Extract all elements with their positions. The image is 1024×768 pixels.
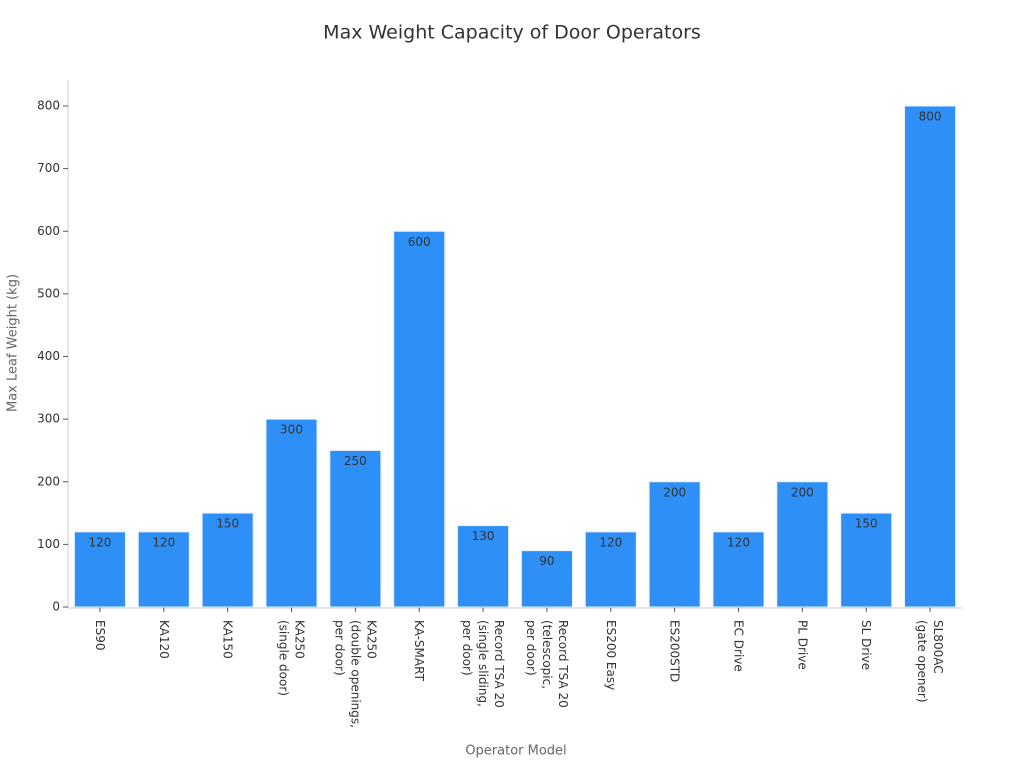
data-label: 130 xyxy=(472,529,495,543)
x-tick-label: Record TSA 20 (telescopic, per door) xyxy=(523,620,570,708)
data-label: 200 xyxy=(791,485,814,499)
x-tick-label: ES90 xyxy=(92,620,107,651)
x-tick-label: SL Drive xyxy=(859,620,874,671)
data-label: 120 xyxy=(727,535,750,549)
x-tick-label: KA150 xyxy=(220,620,235,659)
y-tick-label: 600 xyxy=(37,224,60,238)
data-label: 120 xyxy=(599,535,622,549)
bar xyxy=(520,550,573,608)
y-tick-label: 800 xyxy=(37,99,60,113)
x-tick-label: KA250 (single door) xyxy=(276,620,307,696)
y-tick-label: 400 xyxy=(37,349,60,363)
y-tick-label: 700 xyxy=(37,161,60,175)
data-label: 150 xyxy=(216,517,239,531)
data-label: 120 xyxy=(88,535,111,549)
y-tick-label: 0 xyxy=(52,600,60,614)
y-tick-label: 300 xyxy=(37,412,60,426)
data-label: 300 xyxy=(280,423,303,437)
data-label: 600 xyxy=(408,235,431,249)
bar xyxy=(712,531,765,608)
data-label: 90 xyxy=(539,554,554,568)
y-tick-label: 200 xyxy=(37,474,60,488)
bar xyxy=(648,481,701,608)
x-axis-title: Operator Model xyxy=(465,744,566,759)
data-label: 200 xyxy=(663,485,686,499)
data-label: 120 xyxy=(152,535,175,549)
y-tick-label: 500 xyxy=(37,286,60,300)
y-tick-label: 100 xyxy=(37,537,60,551)
bar xyxy=(393,230,446,608)
data-label: 150 xyxy=(855,517,878,531)
x-tick-label: KA-SMART xyxy=(412,620,427,681)
bar xyxy=(137,531,190,608)
y-axis-title: Max Leaf Weight (kg) xyxy=(6,274,21,412)
bar xyxy=(457,525,510,608)
bar xyxy=(776,481,829,608)
x-tick-label: EC Drive xyxy=(731,620,746,672)
data-label: 250 xyxy=(344,454,367,468)
bar xyxy=(73,531,126,608)
x-tick-label: SL800AC (gate opener) xyxy=(915,620,946,703)
x-tick-label: ES200STD xyxy=(667,620,682,683)
x-tick-label: KA250 (double openings, per door) xyxy=(332,620,379,728)
x-tick-label: ES200 Easy xyxy=(603,620,618,691)
x-tick-label: Record TSA 20 (single sliding, per door) xyxy=(460,620,507,708)
chart-title: Max Weight Capacity of Door Operators xyxy=(323,22,701,44)
bar xyxy=(329,449,382,608)
x-tick-label: KA120 xyxy=(156,620,171,659)
x-tick-label: PL Drive xyxy=(795,620,810,670)
bar xyxy=(840,512,893,608)
bar xyxy=(584,531,637,608)
data-label: 800 xyxy=(919,110,942,124)
bar xyxy=(265,418,318,608)
bar xyxy=(904,105,957,608)
bar xyxy=(201,512,254,608)
